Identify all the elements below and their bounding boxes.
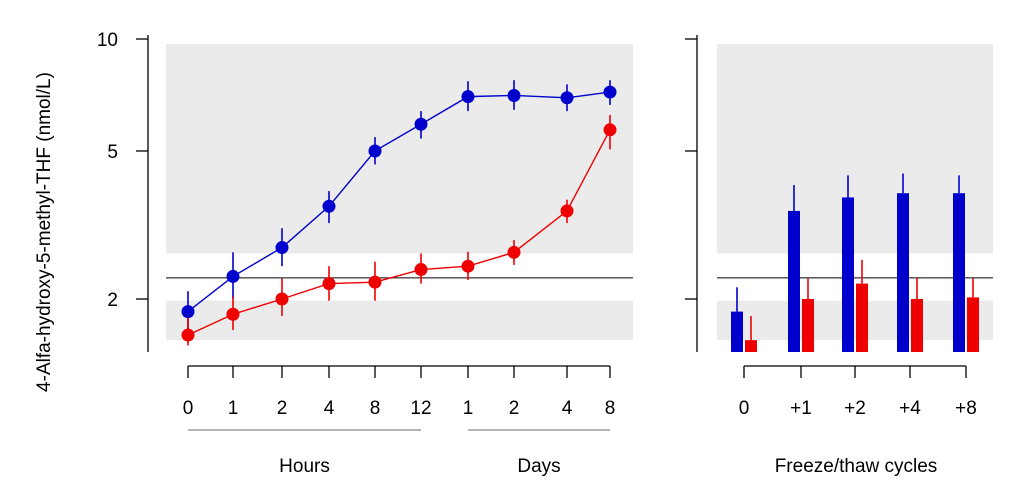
data-point — [414, 263, 428, 277]
data-point — [368, 275, 382, 289]
y-tick-label: 5 — [107, 142, 118, 163]
x-tick-label: +1 — [790, 398, 812, 419]
data-point — [322, 199, 336, 213]
data-point — [507, 245, 521, 259]
data-point — [226, 307, 240, 321]
x-tick-label: 0 — [739, 398, 750, 419]
series-line — [187, 91, 611, 313]
bar — [897, 193, 909, 352]
y-tick-label: 10 — [97, 30, 118, 51]
data-point — [461, 259, 475, 273]
bar — [856, 283, 868, 352]
shaded-band-1 — [166, 43, 633, 254]
data-point — [322, 277, 336, 291]
bar — [788, 210, 800, 352]
data-point — [275, 292, 289, 306]
group-label-hours: Hours — [279, 456, 330, 477]
shaded-band-0 — [166, 300, 633, 341]
shaded-band-0 — [717, 300, 993, 341]
x-tick-label: +8 — [955, 398, 977, 419]
shaded-band-1 — [717, 43, 993, 254]
x-tick-label: 1 — [228, 398, 239, 419]
right-x-axis-label: Freeze/thaw cycles — [775, 456, 938, 477]
data-point — [181, 328, 195, 342]
group-label-days: Days — [517, 456, 560, 477]
bar — [842, 197, 854, 352]
data-point — [507, 88, 521, 102]
data-point — [461, 90, 475, 104]
y-tick-label: 2 — [107, 290, 118, 311]
data-point — [560, 204, 574, 218]
bar — [802, 299, 814, 352]
x-tick-label: +4 — [899, 398, 921, 419]
x-tick-label: 2 — [509, 398, 520, 419]
data-point — [275, 241, 289, 255]
x-tick-label: 0 — [183, 398, 194, 419]
data-point — [181, 305, 195, 319]
x-tick-label: 4 — [562, 398, 573, 419]
x-tick-label: 2 — [277, 398, 288, 419]
bar — [967, 297, 979, 352]
bar — [745, 340, 757, 352]
bar — [953, 193, 965, 352]
x-tick-label: 12 — [410, 398, 431, 419]
series-line — [187, 129, 611, 336]
x-tick-label: +2 — [844, 398, 866, 419]
x-tick-label: 8 — [605, 398, 616, 419]
bar — [911, 299, 923, 352]
data-point — [414, 117, 428, 131]
data-point — [226, 269, 240, 283]
x-tick-label: 8 — [370, 398, 381, 419]
y-axis-label: 4-Alfa-hydroxy-5-methyl-THF (nmol/L) — [34, 72, 55, 392]
data-point — [603, 123, 617, 137]
bar — [731, 311, 743, 352]
data-point — [560, 91, 574, 105]
x-tick-label: 1 — [463, 398, 474, 419]
data-point — [603, 85, 617, 99]
x-tick-label: 4 — [324, 398, 335, 419]
data-point — [368, 144, 382, 158]
right-panel: 0 +1 +2 +4 +8 — [685, 35, 993, 419]
